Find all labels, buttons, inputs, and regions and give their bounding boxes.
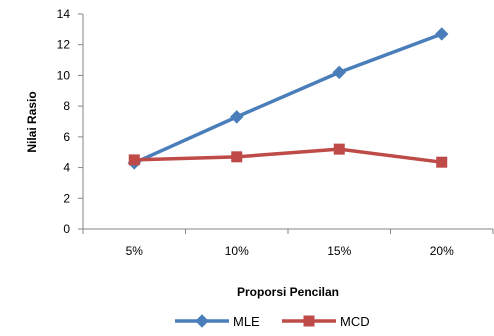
series-mle [127, 27, 449, 170]
y-tick-label: 10 [57, 68, 71, 82]
data-point-mcd [231, 151, 243, 163]
data-point-mcd [436, 156, 448, 168]
data-point-mle [435, 27, 449, 41]
legend-item-mle: MLE [175, 314, 260, 329]
y-tick-label: 14 [57, 7, 71, 21]
legend-item-mcd: MCD [282, 314, 370, 329]
data-point-mle [332, 65, 346, 80]
series-line-mcd [134, 147, 442, 164]
axes [78, 13, 494, 234]
x-tick-label: 5% [126, 244, 144, 258]
series-lines [127, 27, 449, 170]
legend: MLE MCD [175, 314, 370, 329]
x-tick-label: 20% [430, 244, 454, 258]
x-tick-label: 15% [327, 244, 351, 258]
data-point-mcd [333, 143, 345, 155]
series-mcd [128, 143, 448, 168]
series-line-mle [133, 32, 443, 165]
y-tick-label: 6 [63, 130, 70, 144]
y-tick-labels: 0 2 4 6 8 10 12 14 [57, 7, 71, 236]
x-axis-label: Proporsi Pencilan [237, 285, 339, 299]
y-tick-label: 0 [63, 222, 70, 236]
y-axis-label: Nilai Rasio [25, 91, 39, 152]
y-tick-label: 4 [63, 161, 70, 175]
y-tick-label: 8 [63, 99, 70, 113]
y-tick-label: 12 [57, 38, 71, 52]
y-tick-label: 2 [63, 191, 70, 205]
x-tick-label: 10% [225, 244, 249, 258]
legend-label-mcd: MCD [340, 314, 370, 329]
legend-marker-mle [195, 314, 209, 328]
legend-label-mle: MLE [233, 314, 260, 329]
legend-marker-mcd [303, 315, 315, 327]
data-point-mle [230, 110, 244, 124]
x-tick-labels: 5% 10% 15% 20% [126, 244, 455, 258]
data-point-mcd [128, 154, 140, 166]
